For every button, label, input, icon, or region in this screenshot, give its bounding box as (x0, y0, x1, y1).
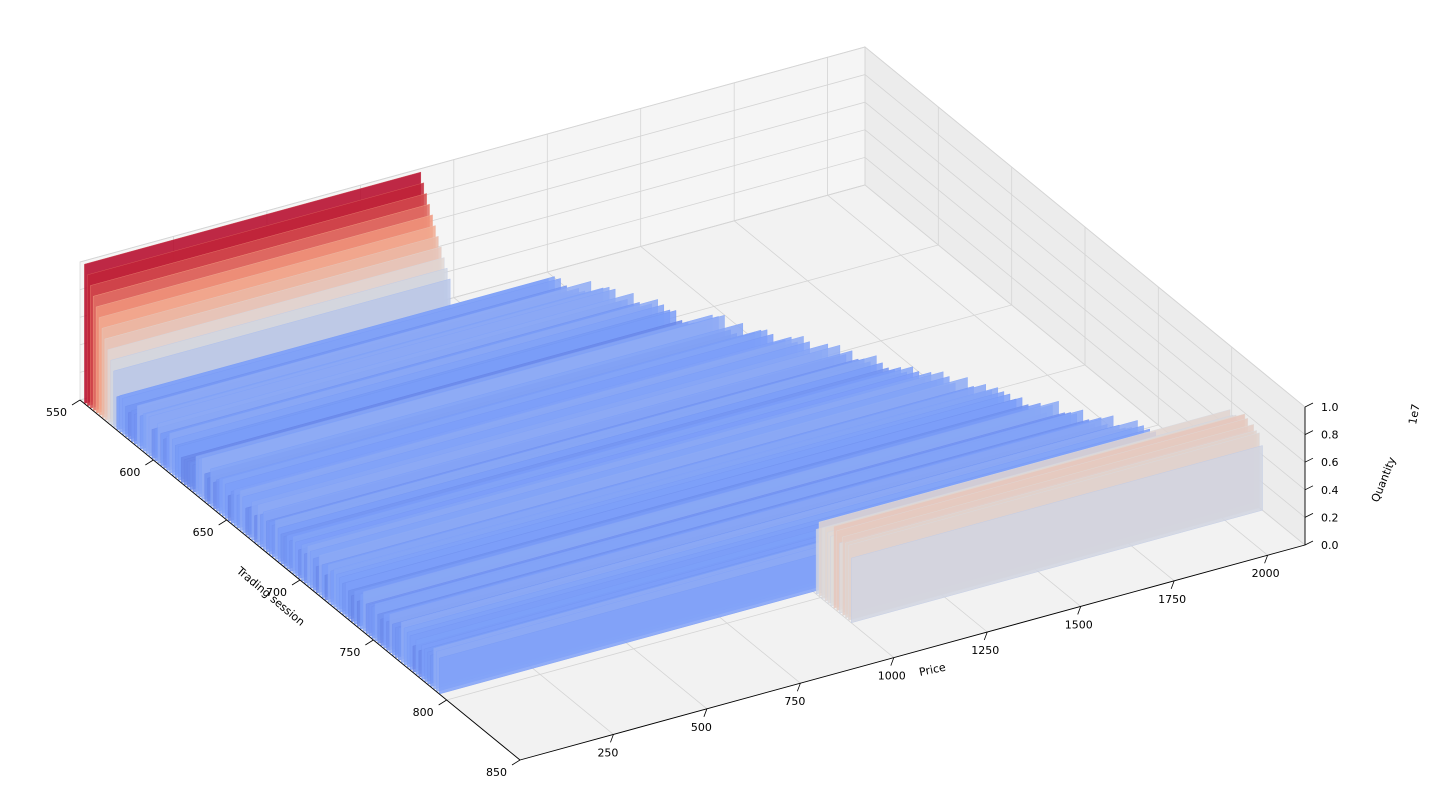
x-tick-label: 1500 (1065, 618, 1093, 631)
z-tick-mark (1304, 457, 1314, 463)
y-tick-mark (218, 519, 227, 526)
z-tick-label: 0.8 (1321, 429, 1339, 442)
z-tick-label: 0.6 (1321, 456, 1339, 469)
x-axis-label: Price (918, 661, 947, 679)
x-tick-mark (1077, 606, 1082, 615)
y-tick-label: 650 (193, 526, 214, 539)
z-tick-mark (1304, 430, 1314, 435)
y-tick-label: 750 (339, 646, 360, 659)
x-tick-label: 250 (597, 746, 618, 759)
y-tick-mark (145, 459, 154, 466)
y-tick-label: 700 (266, 586, 287, 599)
z-tick-mark (1304, 485, 1314, 491)
x-tick-mark (890, 657, 895, 666)
z-tick-label: 0.0 (1321, 539, 1339, 552)
x-tick-mark (1170, 580, 1175, 589)
z-tick-label: 0.2 (1321, 511, 1339, 524)
z-tick-label: 1.0 (1321, 401, 1339, 414)
y-tick-mark (71, 399, 81, 406)
x-tick-label: 750 (784, 695, 805, 708)
y-tick-mark (365, 639, 374, 646)
x-tick-label: 2000 (1252, 567, 1280, 580)
y-tick-label: 800 (413, 706, 434, 719)
x-tick-mark (610, 734, 614, 743)
x-tick-mark (1264, 555, 1268, 564)
tick-labels: 250 500 750 1000 1250 1500 1750 2000 550 600 650 70… (46, 399, 1339, 779)
surface-strip (851, 445, 1263, 624)
z-axis-label: Quantity (1369, 455, 1399, 504)
z-tick-label: 0.4 (1321, 484, 1339, 497)
z-tick-mark (1304, 513, 1314, 518)
y-tick-label: 600 (119, 466, 140, 479)
x-tick-label: 1250 (971, 644, 999, 657)
x-tick-mark (983, 631, 988, 641)
surface-strips (84, 171, 1263, 695)
x-tick-mark (796, 683, 801, 692)
y-tick-mark (438, 699, 447, 706)
z-offset-text: 1e7 (1406, 403, 1422, 426)
x-tick-label: 500 (691, 721, 712, 734)
y-tick-mark (291, 579, 301, 586)
y-tick-label: 850 (486, 766, 507, 779)
grid-line-z (79, 46, 1306, 408)
z-tick-mark (1304, 540, 1314, 546)
y-tick-mark (511, 759, 521, 766)
y-tick-label: 550 (46, 406, 67, 419)
x-tick-label: 1750 (1158, 593, 1186, 606)
x-tick-mark (703, 708, 708, 717)
z-tick-mark (1304, 402, 1314, 408)
x-tick-label: 1000 (878, 670, 906, 683)
